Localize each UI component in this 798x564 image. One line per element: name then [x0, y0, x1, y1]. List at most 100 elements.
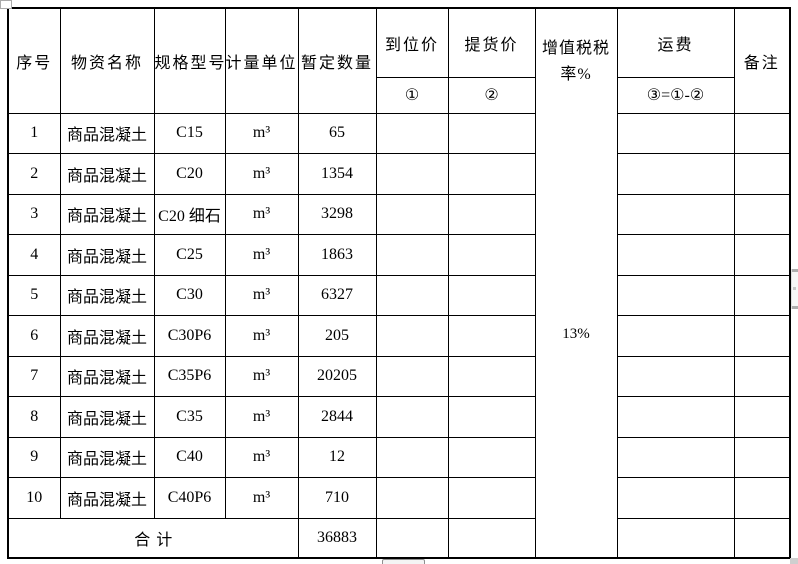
table-row: 5 商品混凝土 C30 m³ 6327 — [7, 274, 791, 316]
cell-seq: 10 — [7, 477, 61, 519]
cell-qty: 12 — [297, 436, 377, 478]
cell-pickup-price — [447, 274, 536, 316]
cell-remark — [733, 112, 791, 154]
cell-pickup-price — [447, 112, 536, 154]
cell-seq: 6 — [7, 315, 61, 357]
cell-pickup-price — [447, 355, 536, 397]
cell-qty: 3298 — [297, 193, 377, 235]
cell-unit: m³ — [224, 355, 299, 397]
horizontal-scroll-thumb[interactable] — [382, 559, 425, 564]
cell-unit: m³ — [224, 153, 299, 195]
cell-qty: 65 — [297, 112, 377, 154]
cell-arrival-price — [375, 355, 449, 397]
header-qty: 暂定数量 — [297, 7, 377, 114]
scroll-corner — [790, 558, 798, 564]
header-pickup-price: 提货价 — [447, 7, 536, 78]
total-remark — [733, 517, 791, 559]
vat-rate-value: 13% — [562, 326, 590, 342]
cell-unit: m³ — [224, 396, 299, 438]
cell-unit: m³ — [224, 193, 299, 235]
cell-arrival-price — [375, 112, 449, 154]
cell-name: 商品混凝土 — [59, 153, 155, 195]
cell-pickup-price — [447, 477, 536, 519]
cell-qty: 2844 — [297, 396, 377, 438]
cell-spec: C35 — [153, 396, 226, 438]
cell-freight — [616, 315, 735, 357]
header-unit: 计量单位 — [224, 7, 299, 114]
cell-seq: 3 — [7, 193, 61, 235]
total-row: 合计 36883 — [7, 517, 791, 559]
cell-arrival-price — [375, 153, 449, 195]
cell-name: 商品混凝土 — [59, 234, 155, 276]
header-spec: 规格型号 — [153, 7, 226, 114]
cell-name: 商品混凝土 — [59, 436, 155, 478]
subheader-formula: ③=①-② — [616, 76, 735, 114]
cell-spec: C20 细石 — [153, 193, 226, 235]
cell-seq: 9 — [7, 436, 61, 478]
table-row: 3 商品混凝土 C20 细石 m³ 3298 — [7, 193, 791, 235]
cell-spec: C15 — [153, 112, 226, 154]
cell-qty: 6327 — [297, 274, 377, 316]
cell-remark — [733, 315, 791, 357]
subheader-circle2: ② — [447, 76, 536, 114]
cell-qty: 20205 — [297, 355, 377, 397]
table-row: 4 商品混凝土 C25 m³ 1863 — [7, 234, 791, 276]
cell-unit: m³ — [224, 274, 299, 316]
cell-pickup-price — [447, 153, 536, 195]
cell-qty: 1354 — [297, 153, 377, 195]
cell-remark — [733, 477, 791, 519]
header-freight: 运费 — [616, 7, 735, 78]
header-seq: 序号 — [7, 7, 61, 114]
cell-name: 商品混凝土 — [59, 193, 155, 235]
cell-remark — [733, 436, 791, 478]
cell-arrival-price — [375, 234, 449, 276]
cell-arrival-price — [375, 396, 449, 438]
cell-spec: C20 — [153, 153, 226, 195]
cell-remark — [733, 234, 791, 276]
cell-freight — [616, 234, 735, 276]
total-qty: 36883 — [297, 517, 377, 559]
cell-freight — [616, 112, 735, 154]
scrollbar-bottom-cap[interactable] — [792, 306, 798, 309]
cell-name: 商品混凝土 — [59, 355, 155, 397]
table-row: 7 商品混凝土 C35P6 m³ 20205 — [7, 355, 791, 397]
cell-seq: 1 — [7, 112, 61, 154]
cell-freight — [616, 436, 735, 478]
cell-remark — [733, 355, 791, 397]
cell-spec: C35P6 — [153, 355, 226, 397]
header-row-2: ① ② ③=①-② — [8, 76, 790, 114]
total-pickup-price — [447, 517, 536, 559]
header-arrival-price: 到位价 — [375, 7, 449, 78]
materials-table: 序号 物资名称 规格型号 计量单位 暂定数量 到位价 提货价 增值税税率% 13… — [7, 7, 791, 559]
total-freight — [616, 517, 735, 559]
vat-column: 增值税税率% 13% — [536, 10, 616, 556]
cell-seq: 8 — [7, 396, 61, 438]
cell-seq: 7 — [7, 355, 61, 397]
cell-unit: m³ — [224, 436, 299, 478]
header-vat-rate-cell: 增值税税率% 13% — [534, 7, 618, 559]
cell-qty: 1863 — [297, 234, 377, 276]
cell-name: 商品混凝土 — [59, 274, 155, 316]
cell-pickup-price — [447, 436, 536, 478]
header-vat-rate: 增值税税率% — [541, 39, 610, 83]
header-name: 物资名称 — [59, 7, 155, 114]
total-label: 合计 — [7, 517, 299, 559]
vertical-scrollbar[interactable] — [791, 269, 798, 309]
cell-name: 商品混凝土 — [59, 315, 155, 357]
table-row: 10 商品混凝土 C40P6 m³ 710 — [7, 477, 791, 519]
cell-seq: 2 — [7, 153, 61, 195]
table-move-handle[interactable] — [0, 0, 12, 9]
cell-spec: C40 — [153, 436, 226, 478]
cell-name: 商品混凝土 — [59, 396, 155, 438]
scrollbar-top-cap[interactable] — [792, 269, 798, 272]
scrollbar-grip-dot — [793, 287, 796, 290]
cell-spec: C25 — [153, 234, 226, 276]
cell-remark — [733, 153, 791, 195]
cell-remark — [733, 274, 791, 316]
cell-spec: C40P6 — [153, 477, 226, 519]
cell-remark — [733, 193, 791, 235]
cell-unit: m³ — [224, 315, 299, 357]
cell-remark — [733, 396, 791, 438]
cell-unit: m³ — [224, 112, 299, 154]
cell-name: 商品混凝土 — [59, 112, 155, 154]
